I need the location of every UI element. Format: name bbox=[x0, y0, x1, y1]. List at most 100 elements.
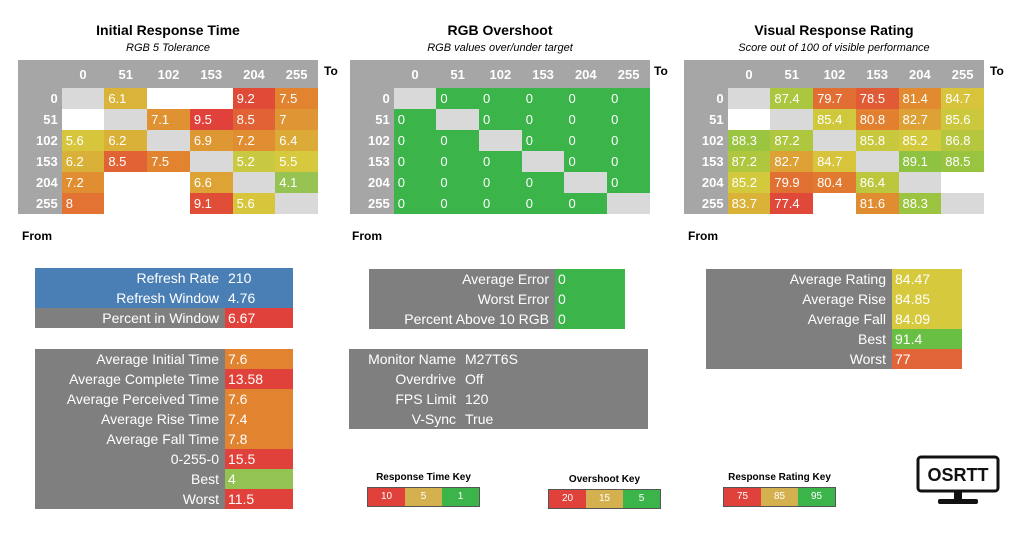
stat-row: Best 91.4 bbox=[706, 329, 962, 349]
stat-row: Average Complete Time 13.58 bbox=[35, 369, 293, 389]
diagonal-cell bbox=[521, 151, 565, 172]
heatmap-cell: 0 bbox=[521, 193, 565, 214]
heatmap-cell: 78.5 bbox=[855, 88, 899, 109]
column-header: 204 bbox=[898, 60, 942, 88]
heatmap-cell: 0 bbox=[607, 172, 650, 193]
heatmap-cell: 85.2 bbox=[898, 130, 942, 151]
heatmap-cell: 0 bbox=[393, 109, 437, 130]
column-header: 102 bbox=[813, 60, 856, 88]
stat-value: 91.4 bbox=[892, 329, 962, 349]
stat-label: FPS Limit bbox=[349, 389, 462, 409]
heatmap-row: 153 0 0 0 0 0 bbox=[350, 151, 650, 172]
heatmap-cell: 85.8 bbox=[855, 130, 899, 151]
diagonal-cell bbox=[607, 193, 650, 214]
stat-value: 0 bbox=[555, 269, 625, 289]
key-swatch: 20 bbox=[549, 490, 586, 508]
stat-value: 4 bbox=[225, 469, 293, 489]
heatmap-cell: 11.3 bbox=[108, 196, 133, 211]
row-header: 153 bbox=[350, 151, 394, 172]
heatmap-cell: 0 bbox=[564, 193, 608, 214]
heatmap-cell: 10.1 bbox=[151, 91, 177, 106]
heatmap-cell: 7.5 bbox=[147, 151, 190, 172]
diagonal-cell bbox=[813, 130, 856, 151]
stat-row: Percent in Window 6.67 bbox=[35, 308, 293, 328]
heatmap-cell: 79.9 bbox=[770, 172, 814, 193]
row-header: 204 bbox=[350, 172, 394, 193]
heatmap-cell: 0 bbox=[564, 130, 608, 151]
heatmap-row: 204 85.2 79.9 80.4 86.4 91.2 bbox=[684, 172, 984, 193]
column-header: 102 bbox=[147, 60, 190, 88]
heatmap-cell: 0 bbox=[478, 151, 522, 172]
heatmap-cell: 89.1 bbox=[898, 151, 942, 172]
rating-panel: Visual Response Rating Score out of 100 … bbox=[684, 22, 1004, 243]
diagonal-cell bbox=[855, 151, 899, 172]
heatmap-table: 0 51 102 153 204 255 0 0 0 0 0 0 51 0 0 0 0 0 102 0 0 0 0 0 153 0… bbox=[350, 60, 650, 214]
response-time-key: Response Time Key 10 5 1 bbox=[367, 472, 480, 507]
stat-label: Worst bbox=[706, 349, 892, 369]
heatmap-cell: 8 bbox=[61, 193, 105, 214]
heatmap-row: 51 0 0 0 0 0 bbox=[350, 109, 650, 130]
time-stats: Average Initial Time 7.6 Average Complete … bbox=[35, 349, 293, 509]
stat-value: 210 bbox=[225, 268, 293, 288]
stat-row: Average Initial Time 7.6 bbox=[35, 349, 293, 369]
stat-value: 7.6 bbox=[225, 389, 293, 409]
key-bar: 75 85 95 bbox=[723, 487, 836, 507]
heatmap-cell: 91.4 bbox=[731, 112, 757, 127]
heatmap-cell: 0 bbox=[393, 130, 437, 151]
heatmap-cell: 9.1 bbox=[189, 193, 233, 214]
key-swatch: 5 bbox=[623, 490, 660, 508]
heatmap-cell: 0 bbox=[478, 109, 522, 130]
heatmap-cell: 91.2 bbox=[945, 175, 971, 190]
y-axis-label: From bbox=[688, 229, 718, 243]
heatmap-row: 255 83.7 77.4 77 81.6 88.3 bbox=[684, 193, 984, 214]
heatmap-cell: 81.4 bbox=[898, 88, 942, 109]
stat-row: Worst 77 bbox=[706, 349, 962, 369]
heatmap-cell: 0 bbox=[521, 88, 565, 109]
row-header: 0 bbox=[350, 88, 394, 109]
stat-value: 7.6 bbox=[225, 349, 293, 369]
heatmap-cell: 77.4 bbox=[770, 193, 814, 214]
key-title: Response Time Key bbox=[376, 472, 471, 483]
heatmap-cell: 87.2 bbox=[770, 130, 814, 151]
stat-row: Refresh Rate 210 bbox=[35, 268, 293, 288]
chart-subtitle: RGB 5 Tolerance bbox=[126, 42, 210, 54]
stat-value: True bbox=[462, 409, 648, 429]
stat-value: 4.76 bbox=[225, 288, 293, 308]
stat-label: Average Perceived Time bbox=[35, 389, 225, 409]
row-header: 255 bbox=[350, 193, 394, 214]
heatmap-row: 255 0 0 0 0 0 bbox=[350, 193, 650, 214]
stat-label: Average Error bbox=[369, 269, 555, 289]
chart-subtitle: Score out of 100 of visible performance bbox=[738, 42, 930, 54]
heatmap-cell: 4.1 bbox=[275, 172, 318, 193]
stat-label: Refresh Rate bbox=[35, 268, 225, 288]
stat-row: Refresh Window 4.76 bbox=[35, 288, 293, 308]
key-bar: 10 5 1 bbox=[367, 487, 480, 507]
heatmap-cell: 7.2 bbox=[61, 172, 105, 193]
stat-value: 120 bbox=[462, 389, 648, 409]
heatmap-cell: 8.5 bbox=[104, 151, 148, 172]
heatmap-cell: 86.4 bbox=[855, 172, 899, 193]
heatmap-cell: 77 bbox=[817, 196, 832, 211]
heatmap-cell: 0 bbox=[436, 130, 479, 151]
overshoot-stats: Average Error 0 Worst Error 0 Percent Above … bbox=[369, 269, 625, 329]
stat-label: 0-255-0 bbox=[35, 449, 225, 469]
heatmap-cell: 87.2 bbox=[727, 151, 771, 172]
stat-row: Average Rise 84.85 bbox=[706, 289, 962, 309]
row-header: 51 bbox=[350, 109, 394, 130]
corner-cell bbox=[684, 60, 728, 88]
stat-value: 77 bbox=[892, 349, 962, 369]
logo-text: OSRTT bbox=[928, 465, 989, 485]
heatmap-cell: 5.2 bbox=[232, 151, 276, 172]
column-header: 51 bbox=[104, 60, 148, 88]
key-swatch: 5 bbox=[405, 488, 442, 506]
key-title: Response Rating Key bbox=[728, 472, 831, 483]
row-header: 255 bbox=[18, 193, 62, 214]
column-header: 51 bbox=[770, 60, 814, 88]
heatmap-row: 204 0 0 0 0 0 bbox=[350, 172, 650, 193]
column-header: 102 bbox=[478, 60, 522, 88]
stat-value: 84.85 bbox=[892, 289, 962, 309]
heatmap-cell: 6.6 bbox=[189, 172, 233, 193]
heatmap-row: 51 4 7.1 9.5 8.5 7 bbox=[18, 109, 318, 130]
stat-label: Best bbox=[35, 469, 225, 489]
heatmap-cell: 0 bbox=[521, 109, 565, 130]
